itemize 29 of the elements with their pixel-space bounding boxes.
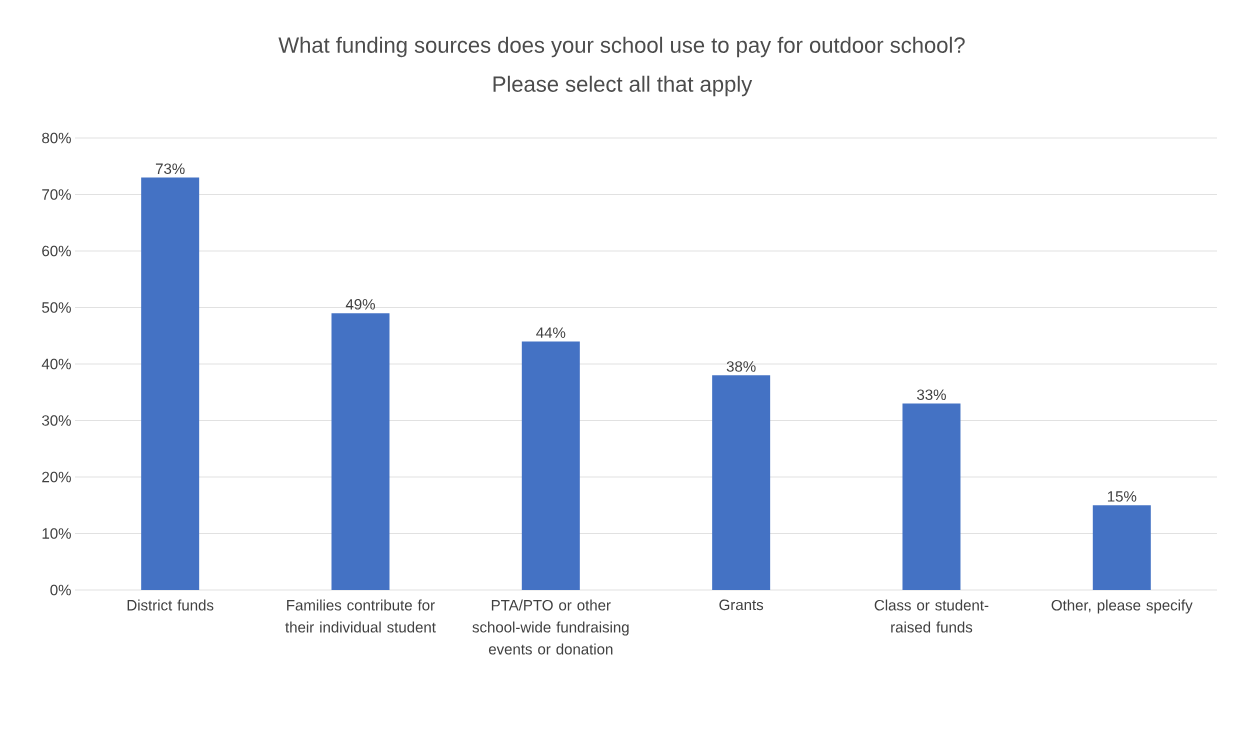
x-tick-label: Other, please specify	[1051, 599, 1193, 614]
bar	[521, 341, 580, 590]
y-tick-label: 10%	[42, 528, 71, 539]
bar	[331, 313, 390, 590]
data-label: 73%	[155, 163, 185, 175]
data-label: 38%	[726, 361, 756, 372]
data-label: 33%	[917, 389, 946, 401]
y-tick-label: 20%	[42, 471, 71, 483]
x-tick-label: Class or student-raised funds	[874, 599, 989, 633]
x-tick-label: Families contribute for their individual student	[285, 599, 436, 633]
x-tick-label: PTA/PTO or other school-wide fundraising events or donation	[472, 599, 629, 655]
data-label: 49%	[345, 299, 375, 310]
data-label: 15%	[1107, 491, 1137, 502]
bar	[712, 375, 771, 590]
y-tick-label: 80%	[42, 132, 71, 144]
bar	[1092, 505, 1151, 590]
y-tick-label: 50%	[42, 302, 71, 313]
y-tick-label: 0%	[50, 584, 71, 596]
x-tick-label: District funds	[127, 599, 214, 611]
y-tick-label: 40%	[41, 358, 71, 370]
bar	[141, 177, 200, 590]
chart-title: What funding sources does your school use to pay for outdoor school?	[278, 36, 965, 58]
chart-subtitle: Please select all that apply	[493, 75, 753, 97]
bar	[902, 403, 961, 590]
y-tick-label: 70%	[42, 189, 71, 200]
x-tick-label: Grants	[719, 599, 764, 611]
data-label: 44%	[536, 327, 566, 338]
y-tick-label: 30%	[42, 415, 71, 426]
y-tick-label: 60%	[42, 245, 71, 257]
